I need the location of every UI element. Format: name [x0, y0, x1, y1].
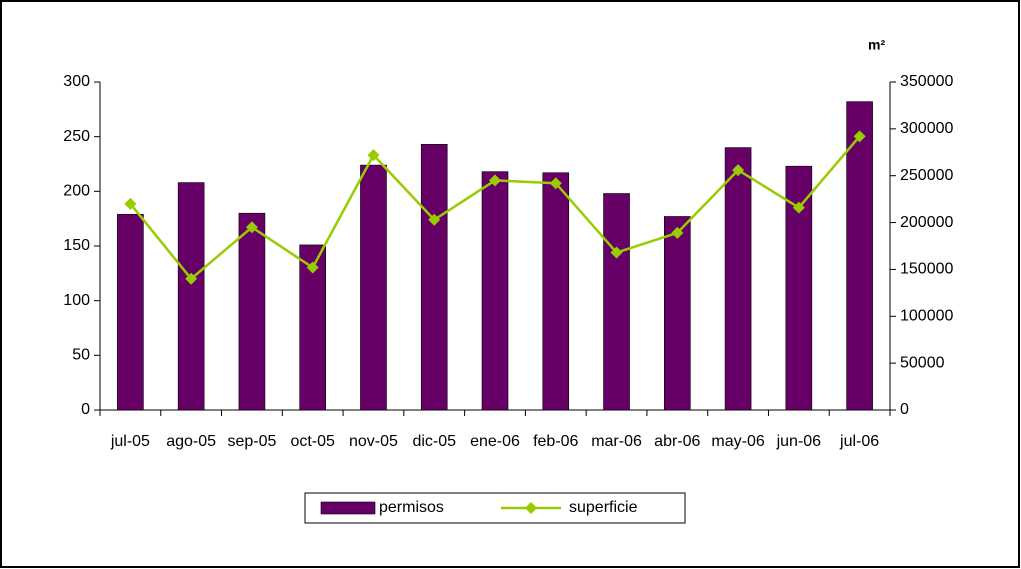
bar	[846, 101, 873, 411]
marker	[610, 246, 623, 259]
marker	[428, 213, 441, 226]
y2-tick-label: 0	[900, 401, 909, 418]
legend-marker	[525, 502, 537, 514]
marker	[853, 130, 866, 143]
marker	[732, 164, 745, 177]
bar	[238, 212, 266, 411]
y2-tick-label: 200000	[900, 214, 953, 231]
bar	[542, 172, 570, 411]
bar	[360, 164, 387, 411]
y-tick-label: 300	[63, 73, 90, 90]
bar	[664, 216, 691, 411]
marker	[185, 272, 198, 285]
x-tick-label: nov-05	[349, 433, 398, 450]
x-tick-label: oct-05	[290, 433, 335, 450]
y-tick-label: 0	[81, 401, 90, 418]
y-tick-label: 50	[72, 347, 90, 364]
bar	[724, 147, 752, 411]
marker	[367, 149, 380, 162]
x-tick-label: jul-06	[839, 433, 879, 450]
bar	[177, 182, 205, 411]
legend-label: superficie	[569, 499, 638, 516]
y2-axis-label: m²	[868, 37, 885, 53]
bar	[420, 144, 448, 411]
marker	[792, 201, 805, 214]
y2-tick-label: 100000	[900, 308, 953, 325]
y2-tick-label: 150000	[900, 261, 953, 278]
y2-tick-label: 50000	[900, 354, 945, 371]
marker	[489, 174, 501, 187]
bar	[603, 193, 630, 411]
x-tick-label: feb-06	[533, 433, 578, 450]
x-tick-label: jun-06	[776, 433, 822, 450]
x-tick-label: jul-05	[110, 433, 150, 450]
marker	[124, 197, 137, 210]
marker	[245, 221, 258, 234]
bar	[481, 171, 509, 411]
marker	[306, 261, 319, 274]
legend-label: permisos	[379, 499, 444, 516]
y-tick-label: 200	[63, 183, 90, 200]
y2-tick-label: 350000	[900, 73, 953, 90]
y-tick-label: 100	[63, 292, 90, 309]
y-tick-label: 150	[63, 237, 90, 254]
legend-swatch	[320, 501, 376, 515]
marker	[671, 226, 684, 239]
x-tick-label: dic-05	[412, 433, 456, 450]
x-tick-label: may-06	[711, 433, 764, 450]
x-tick-label: sep-05	[227, 433, 276, 450]
x-tick-label: abr-06	[654, 433, 700, 450]
y2-tick-label: 300000	[900, 120, 953, 137]
y2-tick-label: 250000	[900, 167, 953, 184]
x-tick-label: ene-06	[470, 433, 520, 450]
marker	[549, 177, 562, 190]
bar	[117, 213, 144, 411]
x-tick-label: mar-06	[591, 433, 642, 450]
x-tick-label: ago-05	[166, 433, 216, 450]
y-tick-label: 250	[63, 128, 90, 145]
